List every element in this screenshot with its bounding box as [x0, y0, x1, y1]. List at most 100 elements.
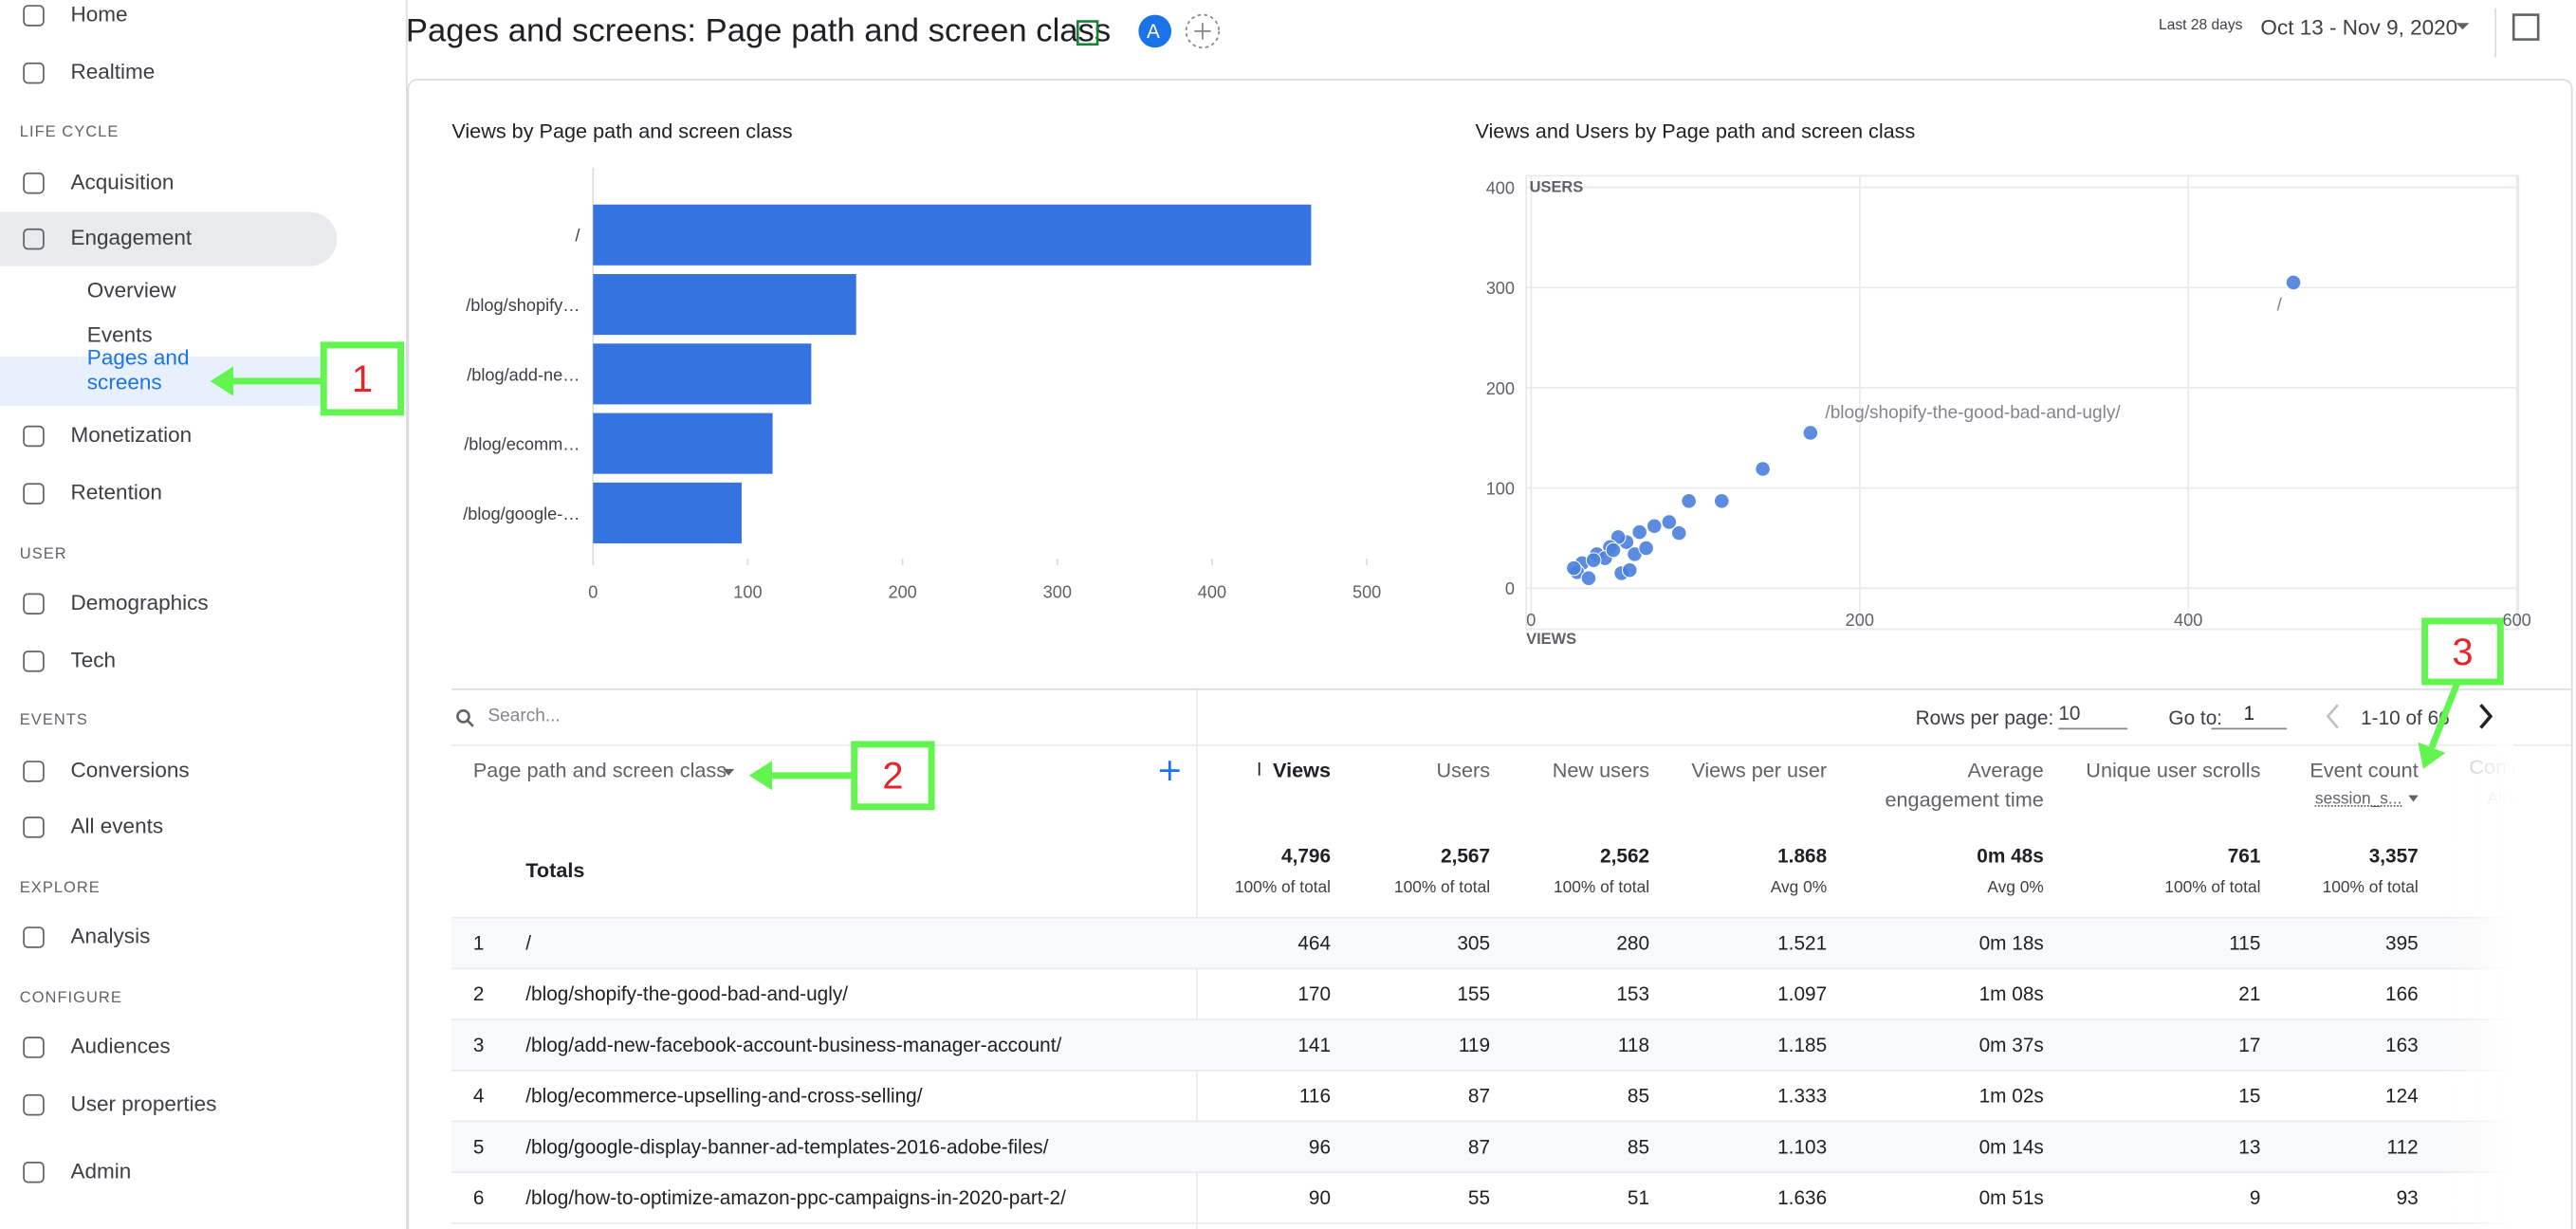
- nav-item[interactable]: Tech: [70, 647, 117, 672]
- total-value: 0m 48s: [1977, 844, 2044, 868]
- nav-section: EVENTS: [19, 711, 88, 730]
- dimension-header[interactable]: Page path and screen class: [472, 759, 727, 782]
- nav-icon: [23, 228, 45, 250]
- add-comparison[interactable]: [1185, 13, 1221, 49]
- x-tick-label: 200: [1846, 611, 1874, 630]
- column-header[interactable]: Users: [1436, 759, 1491, 782]
- next-page[interactable]: [2479, 704, 2493, 729]
- cell: 1.185: [1777, 1033, 1828, 1057]
- cell: 17: [2238, 1033, 2261, 1057]
- prev-page[interactable]: [2326, 704, 2339, 729]
- x-tick-label: 300: [1043, 583, 1072, 602]
- pager: [2326, 704, 2493, 729]
- column-header[interactable]: Views: [1273, 759, 1332, 782]
- nav-item[interactable]: Monetization: [70, 422, 193, 448]
- nav-item[interactable]: Home: [70, 1, 128, 27]
- table-top-line: [451, 688, 2571, 690]
- nav-icon: [23, 593, 45, 614]
- row-index: 1: [472, 931, 485, 955]
- caret: [2456, 23, 2470, 30]
- nav-subitem[interactable]: Overview: [86, 277, 176, 303]
- header-right: [2456, 8, 2540, 58]
- nav-item[interactable]: Acquisition: [70, 169, 175, 194]
- avatar[interactable]: [1138, 14, 1172, 48]
- column-header[interactable]: Average engagement time: [1885, 759, 2044, 812]
- nav-item[interactable]: Audiences: [70, 1033, 171, 1058]
- bar: [593, 482, 742, 543]
- row-path[interactable]: /blog/ecommerce-upselling-and-cross-sell…: [525, 1084, 923, 1108]
- cell: 166: [2385, 982, 2419, 1006]
- nav-subitem[interactable]: Pages and screens: [86, 344, 190, 394]
- nav-icon: [23, 651, 45, 672]
- insights-icon[interactable]: [2512, 13, 2540, 41]
- point: [1646, 518, 1663, 535]
- point: [1621, 561, 1638, 578]
- nav-item[interactable]: Demographics: [70, 590, 209, 614]
- cell: 1m 08s: [1978, 982, 2044, 1006]
- nav-item[interactable]: Engagement: [70, 225, 193, 250]
- rows-per-page-label: Rows per page:: [1915, 706, 2054, 730]
- total-value: 2,567: [1441, 844, 1491, 868]
- caret: [723, 768, 735, 776]
- point: [1580, 570, 1597, 587]
- row-path[interactable]: /blog/shopify-the-good-bad-and-ugly/: [525, 982, 849, 1006]
- nav-icon: [23, 761, 45, 782]
- total-note: 100% of total: [1553, 878, 1650, 898]
- point-label: /: [2277, 295, 2283, 315]
- y-tick-label: 300: [1486, 279, 1515, 298]
- nav-item[interactable]: All events: [70, 813, 164, 838]
- cell: 0m 37s: [1978, 1033, 2044, 1057]
- nav-item[interactable]: Analysis: [70, 923, 151, 948]
- row-path[interactable]: /blog/google-display-banner-ad-templates…: [525, 1135, 1049, 1159]
- page-range: 1-10 of 66: [2361, 706, 2450, 730]
- search-box[interactable]: Search...: [488, 706, 561, 726]
- point: [1670, 524, 1687, 541]
- category-label: /blog/google-…: [463, 504, 580, 523]
- cell: 85: [1627, 1084, 1650, 1108]
- y-tick-label: 200: [1486, 379, 1515, 398]
- column-header[interactable]: Views per user: [1691, 759, 1828, 782]
- nav-item[interactable]: User properties: [70, 1091, 217, 1116]
- row-path[interactable]: /blog/add-new-facebook-account-business-…: [525, 1033, 1062, 1057]
- rows-per-page[interactable]: 10: [2058, 702, 2128, 730]
- row-path[interactable]: /: [525, 931, 532, 955]
- add-dimension[interactable]: [1159, 761, 1180, 780]
- cell: 118: [1617, 1033, 1650, 1057]
- nav-subitem[interactable]: Events: [86, 321, 153, 347]
- date-range[interactable]: Oct 13 - Nov 9, 2020: [2260, 14, 2458, 40]
- nav-item[interactable]: Realtime: [70, 59, 156, 84]
- point: [1638, 540, 1654, 557]
- column-header[interactable]: Event count: [2309, 759, 2419, 782]
- point: [1681, 493, 1697, 509]
- category-label: /blog/ecomm…: [464, 435, 580, 454]
- row-index: 6: [472, 1185, 485, 1210]
- column-sublabel[interactable]: session_s...: [2314, 790, 2402, 809]
- total-note: Avg 0%: [1987, 878, 2044, 898]
- column-header[interactable]: New users: [1552, 759, 1650, 782]
- plot-frame: [1525, 174, 2520, 631]
- nav-icon: [23, 816, 45, 838]
- cell: 21: [2238, 982, 2261, 1006]
- cell: 13: [2238, 1135, 2261, 1159]
- annotation-number: 3: [2452, 632, 2473, 673]
- cell: 280: [1616, 931, 1650, 955]
- nav-item[interactable]: Retention: [70, 479, 162, 504]
- cell: 1.333: [1777, 1084, 1828, 1108]
- cell: 395: [2385, 931, 2419, 955]
- cell: 51: [1627, 1185, 1650, 1210]
- nav-icon: [23, 172, 45, 194]
- row-path[interactable]: /blog/how-to-optimize-amazon-ppc-campaig…: [525, 1185, 1066, 1210]
- point: [1802, 425, 1819, 441]
- nav-item[interactable]: Admin: [70, 1158, 132, 1183]
- cell: 124: [2385, 1084, 2419, 1108]
- nav-item[interactable]: Conversions: [70, 757, 190, 782]
- x-tick-label: 100: [733, 583, 762, 602]
- point: [1631, 523, 1647, 541]
- total-note: 100% of total: [1393, 878, 1491, 898]
- row-line: [451, 1069, 2514, 1072]
- total-value: 3,357: [2368, 844, 2419, 868]
- date-label: Last 28 days: [2159, 16, 2243, 33]
- goto-input[interactable]: 1: [2211, 702, 2288, 730]
- column-header[interactable]: Unique user scrolls: [2086, 759, 2261, 782]
- point: [2285, 274, 2302, 291]
